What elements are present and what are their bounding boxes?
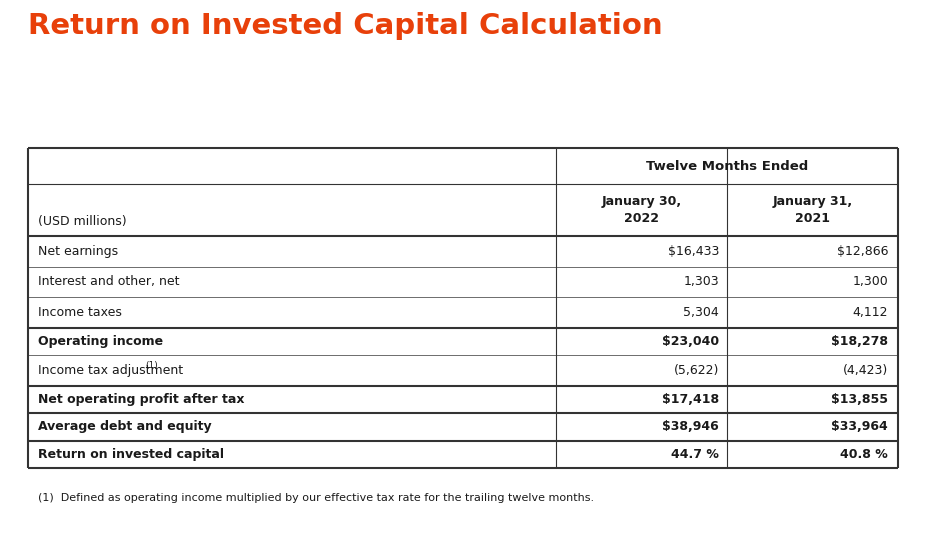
Text: Interest and other, net: Interest and other, net <box>38 276 180 288</box>
Text: (USD millions): (USD millions) <box>38 215 127 228</box>
Text: (4,423): (4,423) <box>843 364 888 377</box>
Text: (5,622): (5,622) <box>673 364 719 377</box>
Text: Net operating profit after tax: Net operating profit after tax <box>38 393 244 406</box>
Text: 40.8 %: 40.8 % <box>840 448 888 461</box>
Text: Operating income: Operating income <box>38 335 163 348</box>
Text: January 31,
2021: January 31, 2021 <box>772 195 853 225</box>
Text: (1): (1) <box>145 361 157 370</box>
Text: Average debt and equity: Average debt and equity <box>38 421 212 433</box>
Text: $17,418: $17,418 <box>662 393 719 406</box>
Text: (1)  Defined as operating income multiplied by our effective tax rate for the tr: (1) Defined as operating income multipli… <box>38 493 594 503</box>
Text: 44.7 %: 44.7 % <box>671 448 719 461</box>
Text: January 30,
2022: January 30, 2022 <box>602 195 682 225</box>
Text: Return on invested capital: Return on invested capital <box>38 448 224 461</box>
Text: $12,866: $12,866 <box>836 245 888 258</box>
Text: $33,964: $33,964 <box>832 421 888 433</box>
Text: Income taxes: Income taxes <box>38 306 122 319</box>
Text: $16,433: $16,433 <box>668 245 719 258</box>
Text: $18,278: $18,278 <box>831 335 888 348</box>
Text: Return on Invested Capital Calculation: Return on Invested Capital Calculation <box>28 12 663 40</box>
Text: $13,855: $13,855 <box>831 393 888 406</box>
Text: Income tax adjustment: Income tax adjustment <box>38 364 183 377</box>
Text: 1,303: 1,303 <box>683 276 719 288</box>
Text: Twelve Months Ended: Twelve Months Ended <box>645 160 808 172</box>
Text: Net earnings: Net earnings <box>38 245 119 258</box>
Text: $38,946: $38,946 <box>662 421 719 433</box>
Text: 1,300: 1,300 <box>852 276 888 288</box>
Text: $23,040: $23,040 <box>662 335 719 348</box>
Text: 4,112: 4,112 <box>853 306 888 319</box>
Text: 5,304: 5,304 <box>683 306 719 319</box>
